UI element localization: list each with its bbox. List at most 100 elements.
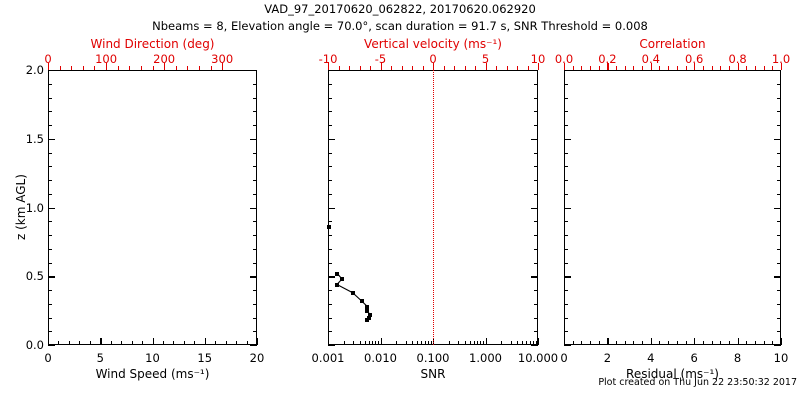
y-minor-tick-right	[253, 290, 257, 291]
y-minor-tick-right	[777, 331, 781, 333]
axis-minor-tick	[448, 341, 450, 345]
y-tick-label: 0.0	[25, 338, 44, 352]
axis-minor-tick	[772, 341, 774, 345]
y-minor-tick-right	[534, 235, 538, 236]
y-minor-tick	[328, 262, 332, 264]
axis-minor-tick	[236, 341, 238, 345]
axis-minor-tick	[378, 341, 380, 345]
x-tick-label-top: 0.0	[554, 52, 574, 66]
x-tick-label: 5	[96, 351, 104, 365]
y-minor-tick-right	[253, 331, 257, 333]
y-minor-tick-right	[253, 207, 257, 209]
y-minor-tick	[328, 221, 332, 223]
x-axis-label-undefined: SNR	[420, 367, 446, 381]
axis-minor-tick	[781, 66, 782, 70]
axis-minor-tick	[173, 341, 175, 345]
axis-minor-tick	[94, 66, 96, 70]
data-point	[326, 224, 331, 229]
axis-minor-tick	[121, 341, 123, 345]
axis-minor-tick	[737, 341, 739, 345]
y-minor-tick	[564, 111, 568, 113]
axis-minor-tick	[204, 341, 206, 345]
x-tick-label: 20	[249, 351, 265, 365]
y-minor-tick-right	[777, 248, 781, 250]
y-minor-tick	[328, 125, 332, 126]
y-minor-tick-right	[777, 290, 781, 291]
y-minor-tick	[564, 70, 568, 71]
axis-minor-tick	[564, 341, 565, 345]
y-minor-tick-right	[777, 276, 781, 278]
axis-minor-tick	[142, 341, 144, 345]
y-minor-tick	[328, 317, 332, 319]
axis-minor-tick	[396, 341, 398, 345]
axis-minor-tick	[607, 341, 609, 345]
y-minor-tick	[48, 70, 52, 71]
axis-minor-tick	[483, 341, 485, 345]
axis-major-tick	[380, 338, 382, 345]
y-minor-tick-right	[777, 317, 781, 319]
y-minor-tick	[328, 152, 332, 154]
axis-minor-tick	[642, 341, 644, 345]
y-minor-tick	[48, 290, 52, 291]
y-minor-tick-right	[777, 138, 781, 140]
y-tick-label: 1.5	[25, 131, 44, 146]
y-tick-label: 2.0	[25, 63, 44, 77]
y-tick-label: 0.5	[25, 269, 44, 284]
axis-minor-tick	[522, 341, 524, 345]
y-minor-tick-right	[534, 111, 538, 113]
axis-minor-tick	[772, 66, 774, 70]
axis-minor-tick	[225, 341, 227, 345]
x-tick-label-top: 0.8	[728, 52, 747, 66]
axis-minor-tick	[454, 66, 455, 70]
axis-minor-tick	[650, 66, 652, 70]
y-minor-tick-right	[253, 166, 257, 168]
axis-minor-tick	[711, 66, 713, 70]
y-minor-tick	[48, 83, 52, 85]
axis-minor-tick	[417, 341, 419, 345]
y-minor-tick-right	[534, 125, 538, 126]
y-minor-tick	[48, 125, 52, 126]
axis-minor-tick	[48, 341, 49, 345]
y-minor-tick-right	[253, 70, 257, 71]
axis-minor-tick	[590, 341, 592, 345]
x-axis-label-top-undefined: Vertical velocity (ms⁻¹)	[364, 37, 502, 51]
axis-minor-tick	[68, 341, 70, 345]
y-minor-tick-right	[777, 166, 781, 168]
y-minor-tick-right	[777, 83, 781, 85]
y-minor-tick	[48, 345, 52, 346]
y-minor-tick-right	[534, 138, 538, 140]
x-axis-label-undefined: Wind Speed (ms⁻¹)	[95, 367, 210, 381]
axis-minor-tick	[754, 66, 756, 70]
y-minor-tick	[48, 221, 52, 223]
axis-minor-tick	[763, 341, 765, 345]
y-minor-tick	[564, 166, 568, 168]
axis-minor-tick	[564, 66, 565, 70]
axis-minor-tick	[746, 341, 748, 345]
axis-minor-tick	[633, 66, 635, 70]
x-tick-label: 0.100	[416, 351, 450, 365]
axis-minor-tick	[58, 341, 60, 345]
axis-minor-tick	[598, 66, 600, 70]
x-tick-label: 8	[733, 351, 742, 365]
data-point	[335, 271, 340, 276]
y-minor-tick	[328, 303, 332, 305]
axis-minor-tick	[464, 341, 466, 345]
axis-minor-tick	[198, 66, 200, 70]
y-minor-tick-right	[253, 221, 257, 223]
y-minor-tick-right	[253, 345, 257, 346]
axis-minor-tick	[694, 341, 696, 345]
data-point	[364, 317, 369, 322]
x-tick-label-top: 300	[211, 52, 234, 66]
y-minor-tick-right	[253, 235, 257, 236]
axis-minor-tick	[175, 66, 177, 70]
y-minor-tick	[328, 138, 332, 140]
axis-minor-tick	[89, 341, 91, 345]
axis-minor-tick	[485, 66, 487, 70]
data-point	[368, 312, 373, 317]
x-axis-label-undefined: Residual (ms⁻¹)	[626, 367, 719, 381]
y-minor-tick	[564, 276, 568, 278]
x-tick-label-top: -10	[318, 52, 338, 66]
axis-minor-tick	[624, 341, 626, 345]
x-tick-label: 0.010	[364, 351, 397, 365]
x-tick-label-top: 10	[530, 52, 546, 66]
